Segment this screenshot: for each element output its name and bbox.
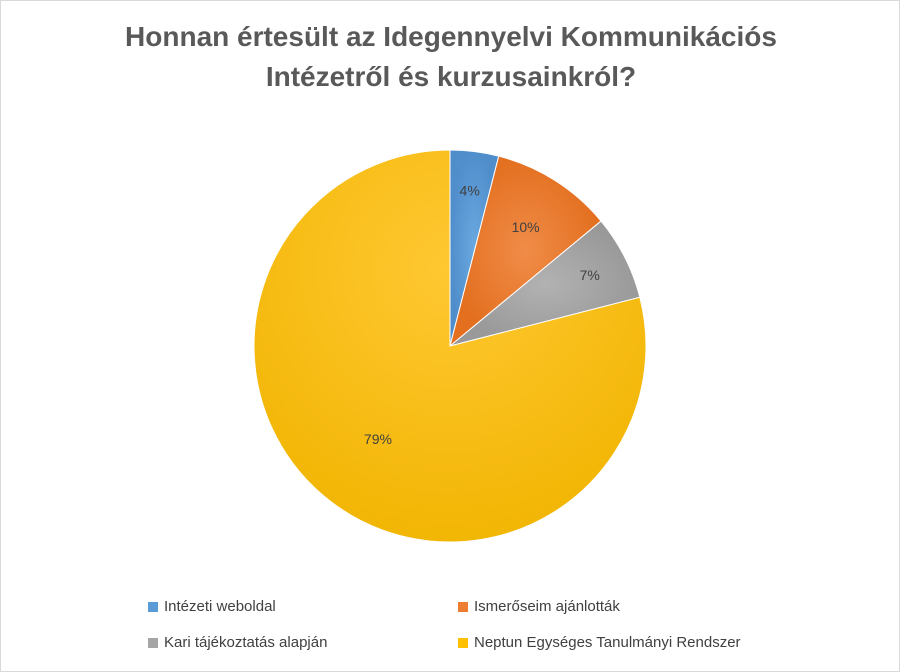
pie-slice-2 [449, 155, 602, 348]
pie-slice-4 [253, 149, 647, 543]
data-label-4: 79% [364, 431, 392, 447]
chart-title-line-1: Honnan értesült az Idegennyelvi Kommunik… [125, 21, 777, 52]
data-label-1: 4% [460, 182, 480, 198]
chart-title-line-2: Intézetről és kurzusainkról? [265, 61, 637, 92]
chart-title: Honnan értesült az Idegennyelvi Kommunik… [1, 17, 900, 97]
data-label-3: 7% [580, 267, 600, 283]
data-label-2: 10% [512, 219, 540, 235]
